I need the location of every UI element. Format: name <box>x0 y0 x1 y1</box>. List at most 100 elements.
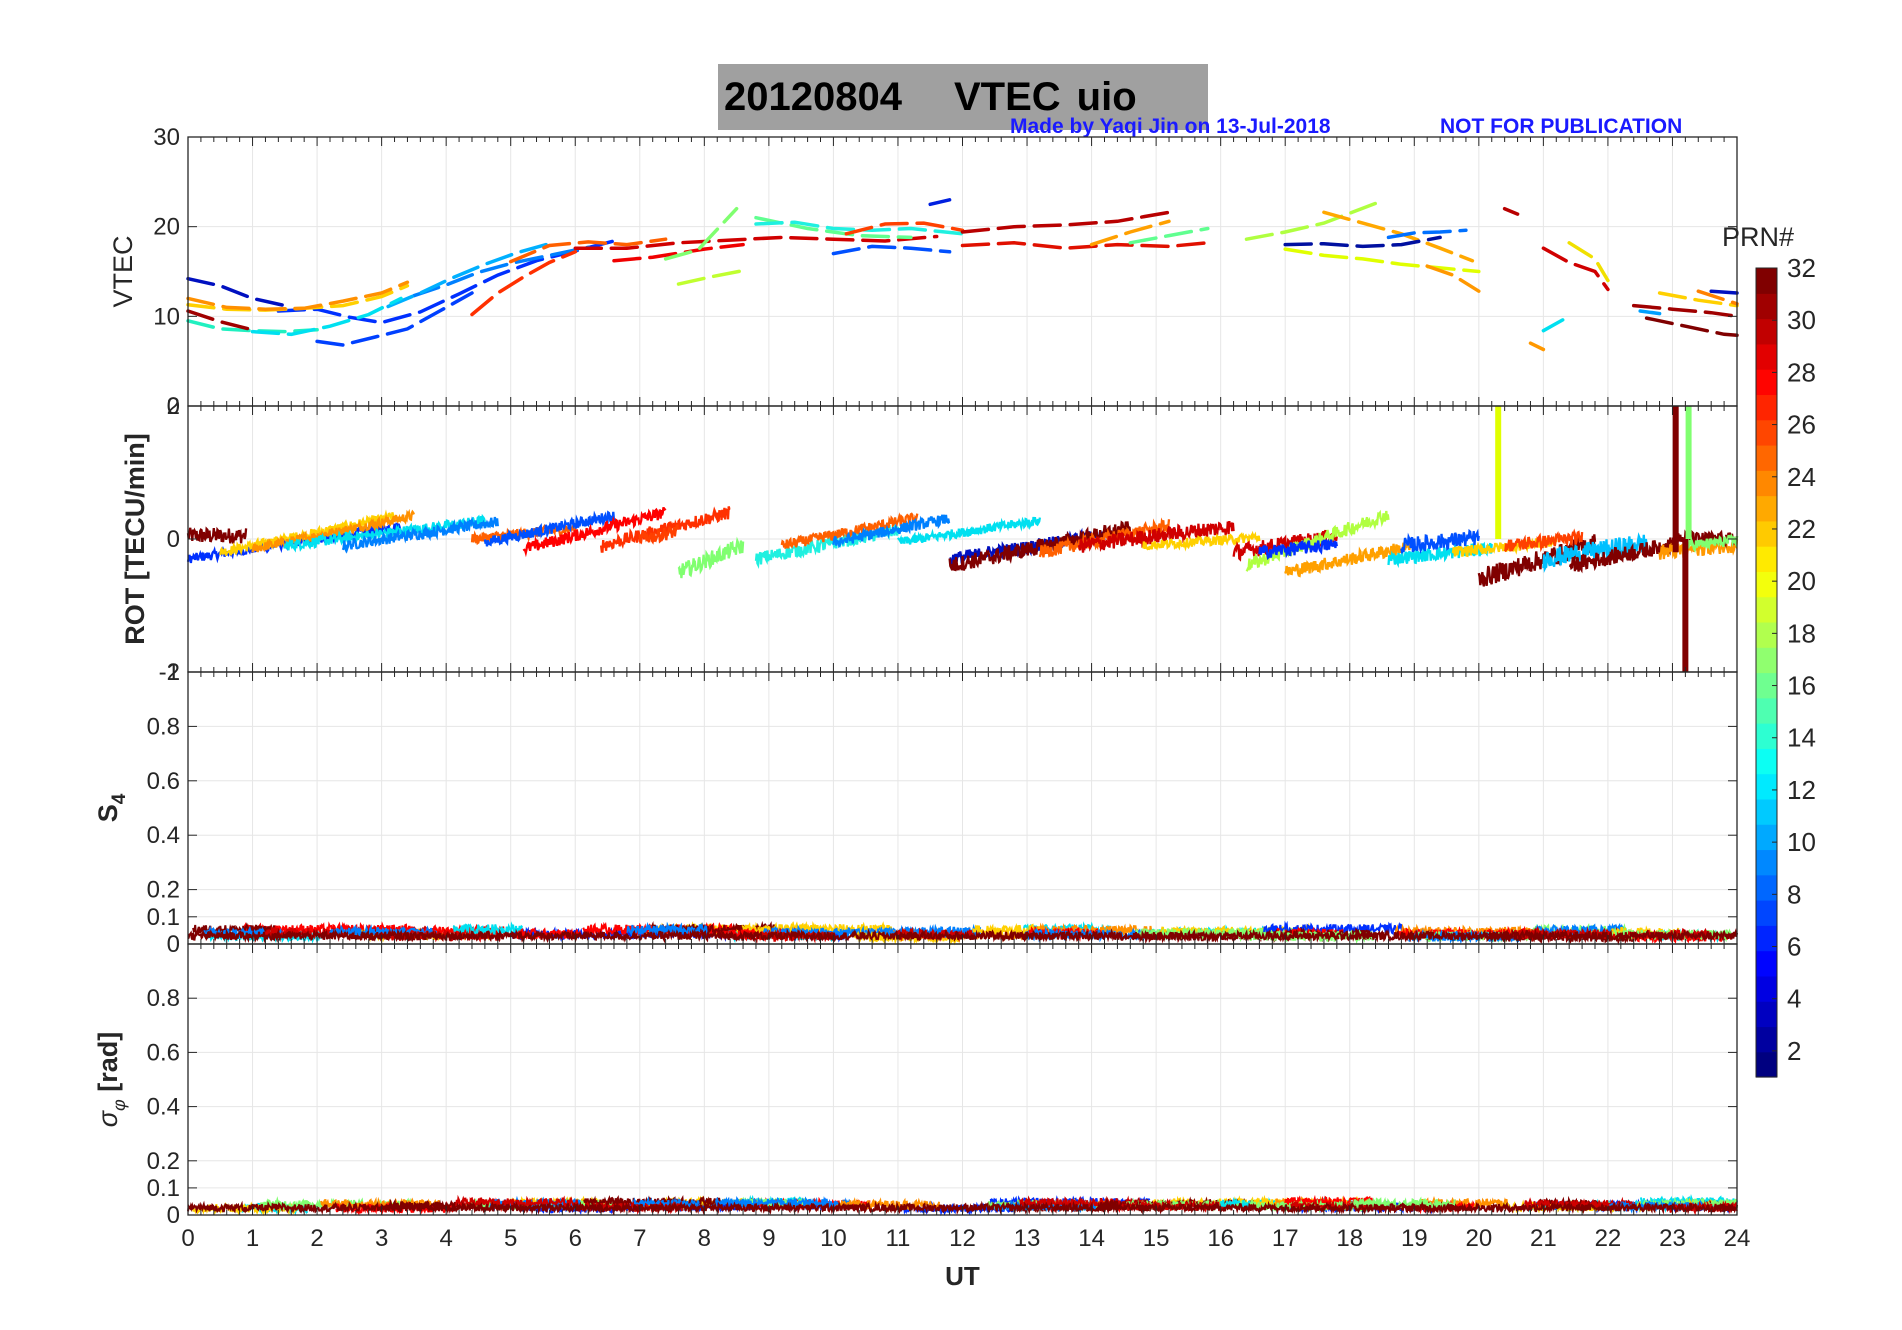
x-tick-label: 4 <box>439 1225 452 1252</box>
axes-layer: 0102030-20200.10.20.40.60.8100.10.20.40.… <box>93 124 1750 1291</box>
colorbar-cell <box>1756 621 1777 648</box>
x-tick-label: 5 <box>504 1225 517 1252</box>
colorbar-cell <box>1756 773 1777 800</box>
colorbar-cell <box>1756 900 1777 926</box>
colorbar-tick-label: 16 <box>1787 671 1816 701</box>
y-axis-label-sigma: σ <box>93 1109 123 1127</box>
vtec-arc-prn25 <box>844 221 965 236</box>
title-date: 20120804 <box>724 74 902 119</box>
colorbar-cell <box>1756 596 1777 623</box>
rot-series <box>897 516 1042 545</box>
vtec-arc-prn9 <box>412 245 590 298</box>
y-tick-label: -2 <box>159 659 180 686</box>
colorbar-cell <box>1756 369 1777 396</box>
y-tick-label: 0 <box>167 931 180 958</box>
y-tick-label: 0 <box>167 526 180 553</box>
vtec-arc-prn29 <box>573 234 939 250</box>
colorbar-cell <box>1756 950 1777 977</box>
colorbar-tick-label: 14 <box>1787 723 1816 753</box>
colorbar-cell <box>1756 470 1777 497</box>
y-tick-label: 0 <box>167 393 180 420</box>
scint-series <box>626 921 708 938</box>
scint-series <box>835 1197 940 1213</box>
colorbar-tick-label: 26 <box>1787 410 1816 440</box>
x-tick-label: 18 <box>1336 1225 1363 1252</box>
colorbar-tick-label: 30 <box>1787 305 1816 335</box>
colorbar-cell <box>1756 874 1777 901</box>
vtec-arc-prn12 <box>250 296 403 337</box>
rot-series <box>1284 539 1416 578</box>
x-tick-label: 21 <box>1530 1225 1557 1252</box>
vtec-arc-prn14 <box>186 319 319 334</box>
rot-series <box>599 506 731 553</box>
vtec-arc-prn24 <box>1696 289 1739 306</box>
colorbar-tick-label: 18 <box>1787 618 1816 648</box>
colorbar-tick-label: 8 <box>1787 879 1801 909</box>
x-tick-label: 11 <box>885 1225 910 1252</box>
vtec-arc-prn6 <box>831 244 952 256</box>
colorbar-tick-label: 4 <box>1787 984 1801 1014</box>
vtec-arc-prn12 <box>1541 318 1565 333</box>
vtec-arc-prn15 <box>1128 226 1210 245</box>
x-tick-label: 22 <box>1595 1225 1622 1252</box>
vtec-arc-prn1 <box>1283 235 1442 249</box>
colorbar-cell <box>1756 798 1777 825</box>
x-tick-label: 7 <box>633 1225 646 1252</box>
colorbar-tick-label: 6 <box>1787 932 1801 962</box>
scint-series <box>1534 922 1624 939</box>
vtec-arc-prn24 <box>508 237 668 264</box>
y-axis-label: σφ [rad] <box>93 1032 129 1128</box>
rot-series <box>1569 537 1674 574</box>
y-tick-label: 0.2 <box>147 1148 180 1175</box>
y-tick-label: 10 <box>153 303 180 330</box>
colorbar-cell <box>1756 495 1777 522</box>
vtec-arc-prn31 <box>186 309 255 332</box>
rot-series <box>186 526 248 544</box>
vtec-arc-prn2 <box>186 276 287 308</box>
x-tick-label: 14 <box>1078 1225 1105 1252</box>
rot-series <box>522 506 667 558</box>
title-box: 20120804 VTEC uio <box>718 64 1208 130</box>
colorbar-cell <box>1756 343 1777 370</box>
y-axis-label: VTEC <box>108 235 138 307</box>
y-tick-label: 0 <box>167 1202 180 1229</box>
x-tick-label: 23 <box>1659 1225 1686 1252</box>
y-tick-label: 20 <box>153 214 180 241</box>
vtec-arc-prn5 <box>315 291 474 347</box>
y-axis-label-unit: [rad] <box>93 1032 123 1100</box>
x-tick-label: 20 <box>1465 1225 1492 1252</box>
rot-series <box>948 520 1132 572</box>
rot-series <box>251 508 415 553</box>
y-tick-label: 30 <box>153 124 180 151</box>
scint-series <box>632 1196 700 1212</box>
vtec-arc-prn22 <box>1089 219 1171 247</box>
y-tick-label: 0.4 <box>147 1094 180 1121</box>
watermark-notice: NOT FOR PUBLICATION <box>1440 115 1683 138</box>
colorbar-tick-label: 2 <box>1787 1036 1801 1066</box>
colorbar-tick-label: 28 <box>1787 357 1816 387</box>
vtec-arc-prn20 <box>1283 247 1481 274</box>
colorbar-cell <box>1756 824 1777 851</box>
x-tick-label: 16 <box>1207 1225 1234 1252</box>
vtec-arc-prn30 <box>1502 206 1520 216</box>
watermark-author: Made by Yaqi Jin on 13-Jul-2018 <box>1010 115 1331 138</box>
colorbar-cell <box>1756 520 1777 547</box>
colorbar-cell <box>1756 268 1777 294</box>
rot-series <box>638 524 680 545</box>
vtec-arc-prn10 <box>1638 309 1662 316</box>
colorbar-cell <box>1756 546 1777 572</box>
vtec-arc-prn18 <box>1244 201 1378 241</box>
x-tick-label: 15 <box>1143 1225 1170 1252</box>
x-axis-label: UT <box>945 1261 980 1291</box>
colorbar-tick-label: 22 <box>1787 514 1816 544</box>
colorbar-cell <box>1756 723 1777 749</box>
x-tick-label: 1 <box>246 1225 259 1252</box>
vtec-arc-prn11 <box>386 241 552 309</box>
colorbar-cell <box>1756 748 1777 775</box>
x-tick-label: 10 <box>820 1225 847 1252</box>
vtec-arc-prn29 <box>1541 246 1610 292</box>
y-axis-label: ROT [TECU/min] <box>120 433 150 644</box>
vtec-arc-prn8 <box>1386 228 1468 240</box>
